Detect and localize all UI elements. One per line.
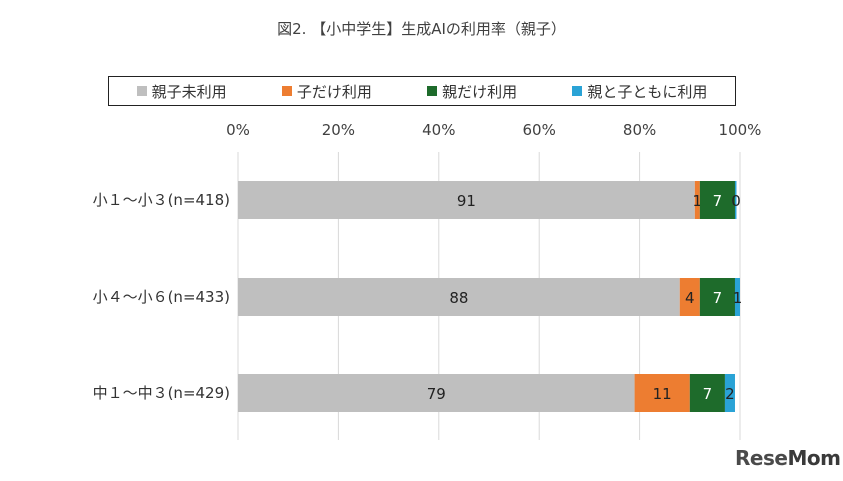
- data-label: 11: [653, 385, 672, 403]
- bar-segment: [699, 181, 735, 219]
- x-tick-label: 20%: [322, 121, 355, 139]
- category-label: 中１～中３(n=429): [93, 384, 230, 402]
- bar-segment: [734, 278, 740, 316]
- category-label: 小４～小６(n=433): [93, 288, 230, 306]
- x-tick-label: 40%: [422, 121, 455, 139]
- legend-swatch: [281, 86, 292, 96]
- legend: 親子未利用 子だけ利用 親だけ利用 親と子ともに利用: [108, 76, 736, 106]
- data-label: 7: [713, 192, 723, 210]
- legend-label: 子だけ利用: [296, 82, 372, 101]
- bar-segment: [238, 374, 635, 412]
- data-label: 88: [449, 289, 468, 307]
- bar-segment: [694, 181, 700, 219]
- data-label: 91: [457, 192, 476, 210]
- bar-segment: [238, 278, 680, 316]
- data-label: 0: [731, 192, 741, 210]
- legend-swatch: [136, 86, 147, 96]
- data-label: 79: [427, 385, 446, 403]
- x-tick-label: 100%: [719, 121, 762, 139]
- legend-label: 親だけ利用: [442, 82, 518, 101]
- resemom-logo: ReseMom: [735, 446, 841, 470]
- bar-segment: [679, 278, 700, 316]
- data-label: 7: [713, 289, 723, 307]
- x-tick-label: 60%: [523, 121, 556, 139]
- legend-swatch: [427, 86, 438, 96]
- category-label: 小１～小３(n=418): [93, 191, 230, 209]
- legend-swatch: [572, 86, 583, 96]
- bar-segment: [734, 181, 737, 219]
- legend-item-child-only: 子だけ利用: [281, 81, 372, 102]
- bar-segment: [699, 278, 735, 316]
- bar-segment: [724, 374, 735, 412]
- bar-segment: [634, 374, 690, 412]
- legend-label: 親と子ともに利用: [587, 82, 708, 101]
- x-tick-label: 0%: [226, 121, 250, 139]
- legend-label: 親子未利用: [151, 82, 227, 101]
- legend-item-no-use: 親子未利用: [136, 81, 227, 102]
- data-label: 2: [725, 385, 735, 403]
- legend-item-parent-only: 親だけ利用: [427, 81, 517, 102]
- bar-segment: [689, 374, 725, 412]
- bar-segment: [238, 181, 695, 219]
- chart-title: 図2. 【小中学生】生成AIの利用率（親子）: [277, 20, 566, 38]
- x-tick-label: 80%: [623, 121, 656, 139]
- data-label: 7: [703, 385, 713, 403]
- data-label: 1: [693, 192, 703, 210]
- data-label: 4: [685, 289, 695, 307]
- legend-item-both: 親と子ともに利用: [572, 81, 707, 102]
- data-label: 1: [733, 289, 743, 307]
